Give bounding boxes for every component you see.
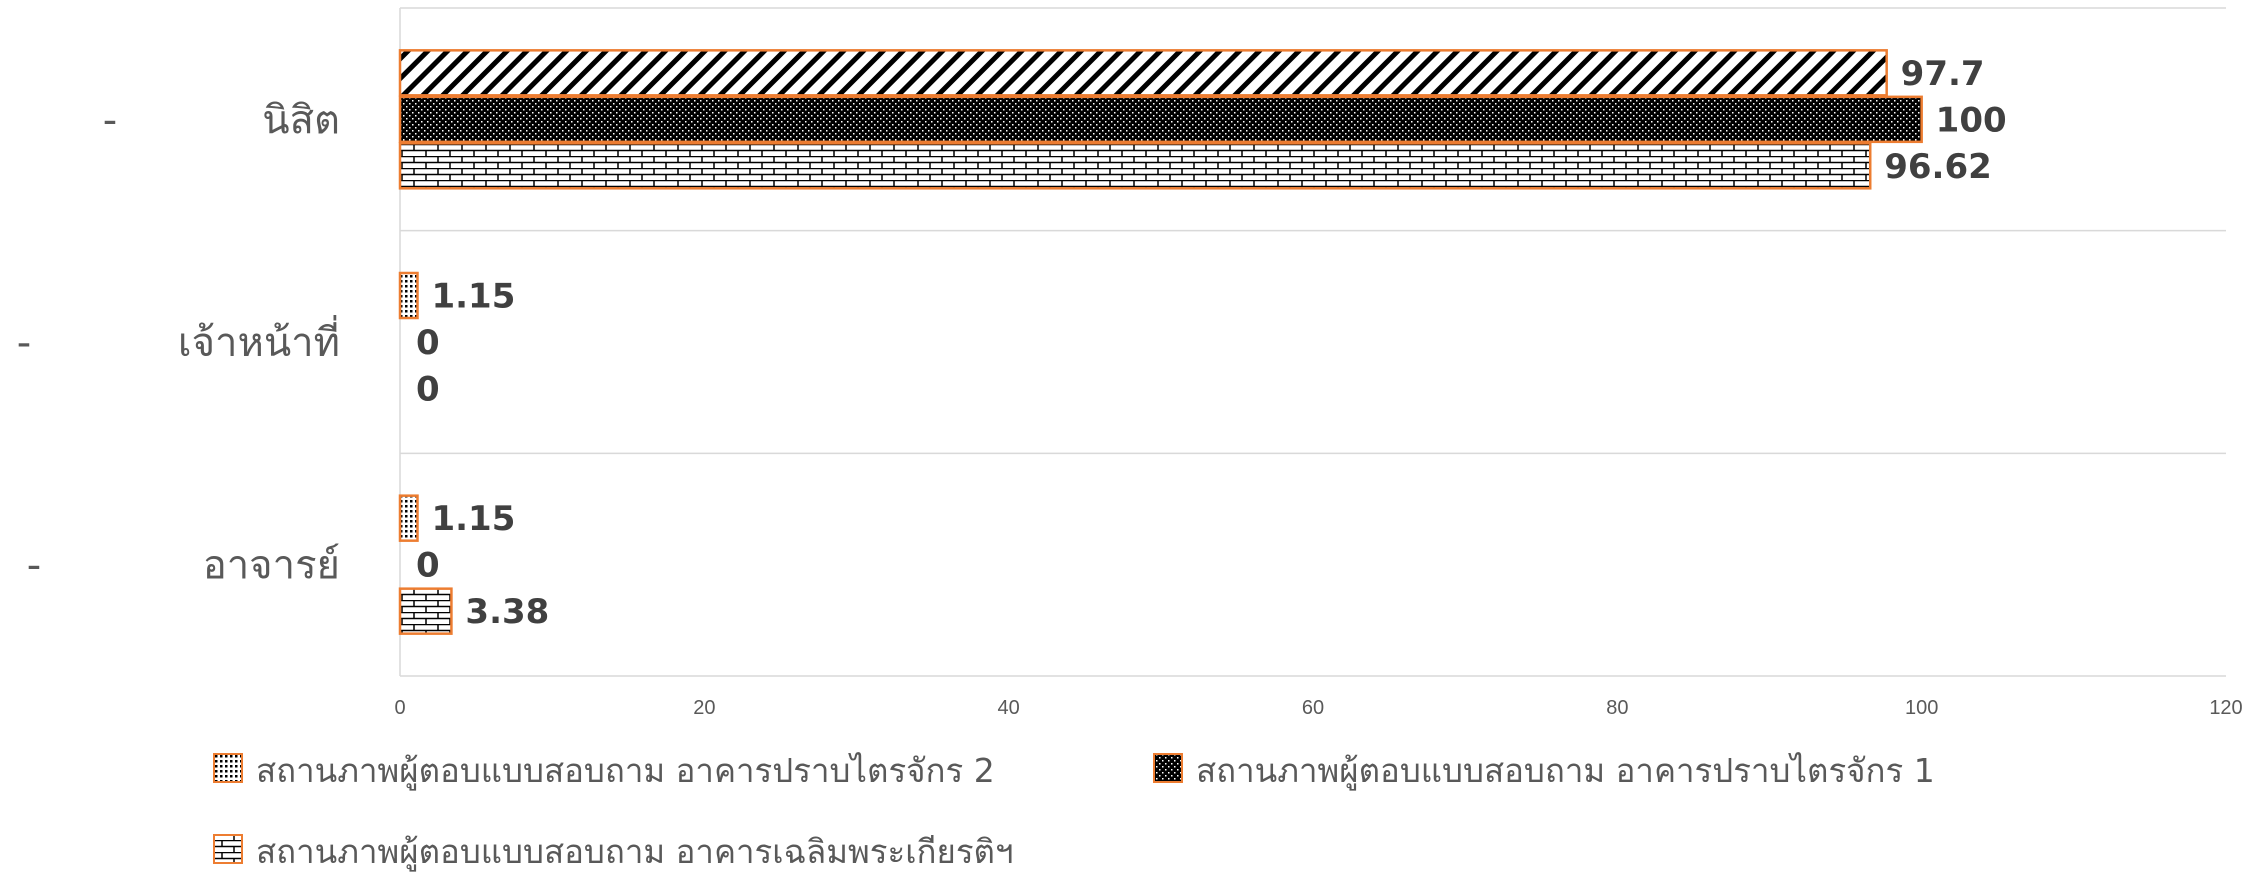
category-dash: - (103, 97, 117, 143)
x-tick-label: 0 (394, 697, 405, 719)
data-label: 100 (1936, 100, 2007, 140)
data-label: 97.7 (1901, 54, 1985, 94)
bar-diagonal-stripes (398, 49, 1888, 97)
legend-label: สถานภาพผู้ตอบแบบสอบถาม อาคารเฉลิมพระเกีย… (256, 832, 1014, 872)
legend-label: สถานภาพผู้ตอบแบบสอบถาม อาคารปราบไตรจักร … (1196, 751, 1935, 791)
bar-diagonal-stripes (398, 271, 419, 320)
x-tick-label: 80 (1606, 697, 1628, 719)
legend-label: สถานภาพผู้ตอบแบบสอบถาม อาคารปราบไตรจักร … (256, 751, 995, 791)
legend-swatch (213, 834, 243, 864)
category-labels: นิสิต - เจ้าหน้าที่ - อาจารย์ - (17, 97, 340, 588)
x-tick-label: 40 (998, 697, 1020, 719)
bar-bricks (398, 142, 1872, 190)
data-label: 3.38 (465, 592, 549, 632)
x-tick-label: 60 (1302, 697, 1324, 719)
x-axis-ticks: 0 20 40 60 80 100 120 (394, 697, 2242, 719)
data-label: 0 (416, 323, 440, 363)
bars (398, 49, 1923, 635)
bar-diagonal-stripes (398, 494, 419, 542)
data-label: 1.15 (431, 499, 515, 539)
category-dash: - (27, 543, 41, 589)
bar-bricks (398, 587, 453, 635)
gridlines (399, 7, 2226, 677)
data-label: 96.62 (1884, 147, 1992, 187)
legend: สถานภาพผู้ตอบแบบสอบถาม อาคารปราบไตรจักร … (213, 751, 1935, 872)
category-dash: - (17, 320, 31, 366)
bar-dense-dots (398, 95, 1923, 144)
data-labels: 97.7 100 96.62 1.15 0 0 1.15 0 3.38 (416, 54, 2007, 632)
x-tick-label: 20 (693, 697, 715, 719)
data-label: 0 (416, 370, 440, 410)
category-label: อาจารย์ (203, 543, 340, 589)
legend-swatch (213, 753, 243, 783)
data-label: 1.15 (431, 277, 515, 317)
data-label: 0 (416, 546, 440, 586)
x-tick-label: 100 (1905, 697, 1938, 719)
legend-swatch (1153, 753, 1183, 783)
category-label: นิสิต (262, 97, 340, 143)
x-tick-label: 120 (2209, 697, 2242, 719)
category-label: เจ้าหน้าที่ (178, 315, 340, 366)
